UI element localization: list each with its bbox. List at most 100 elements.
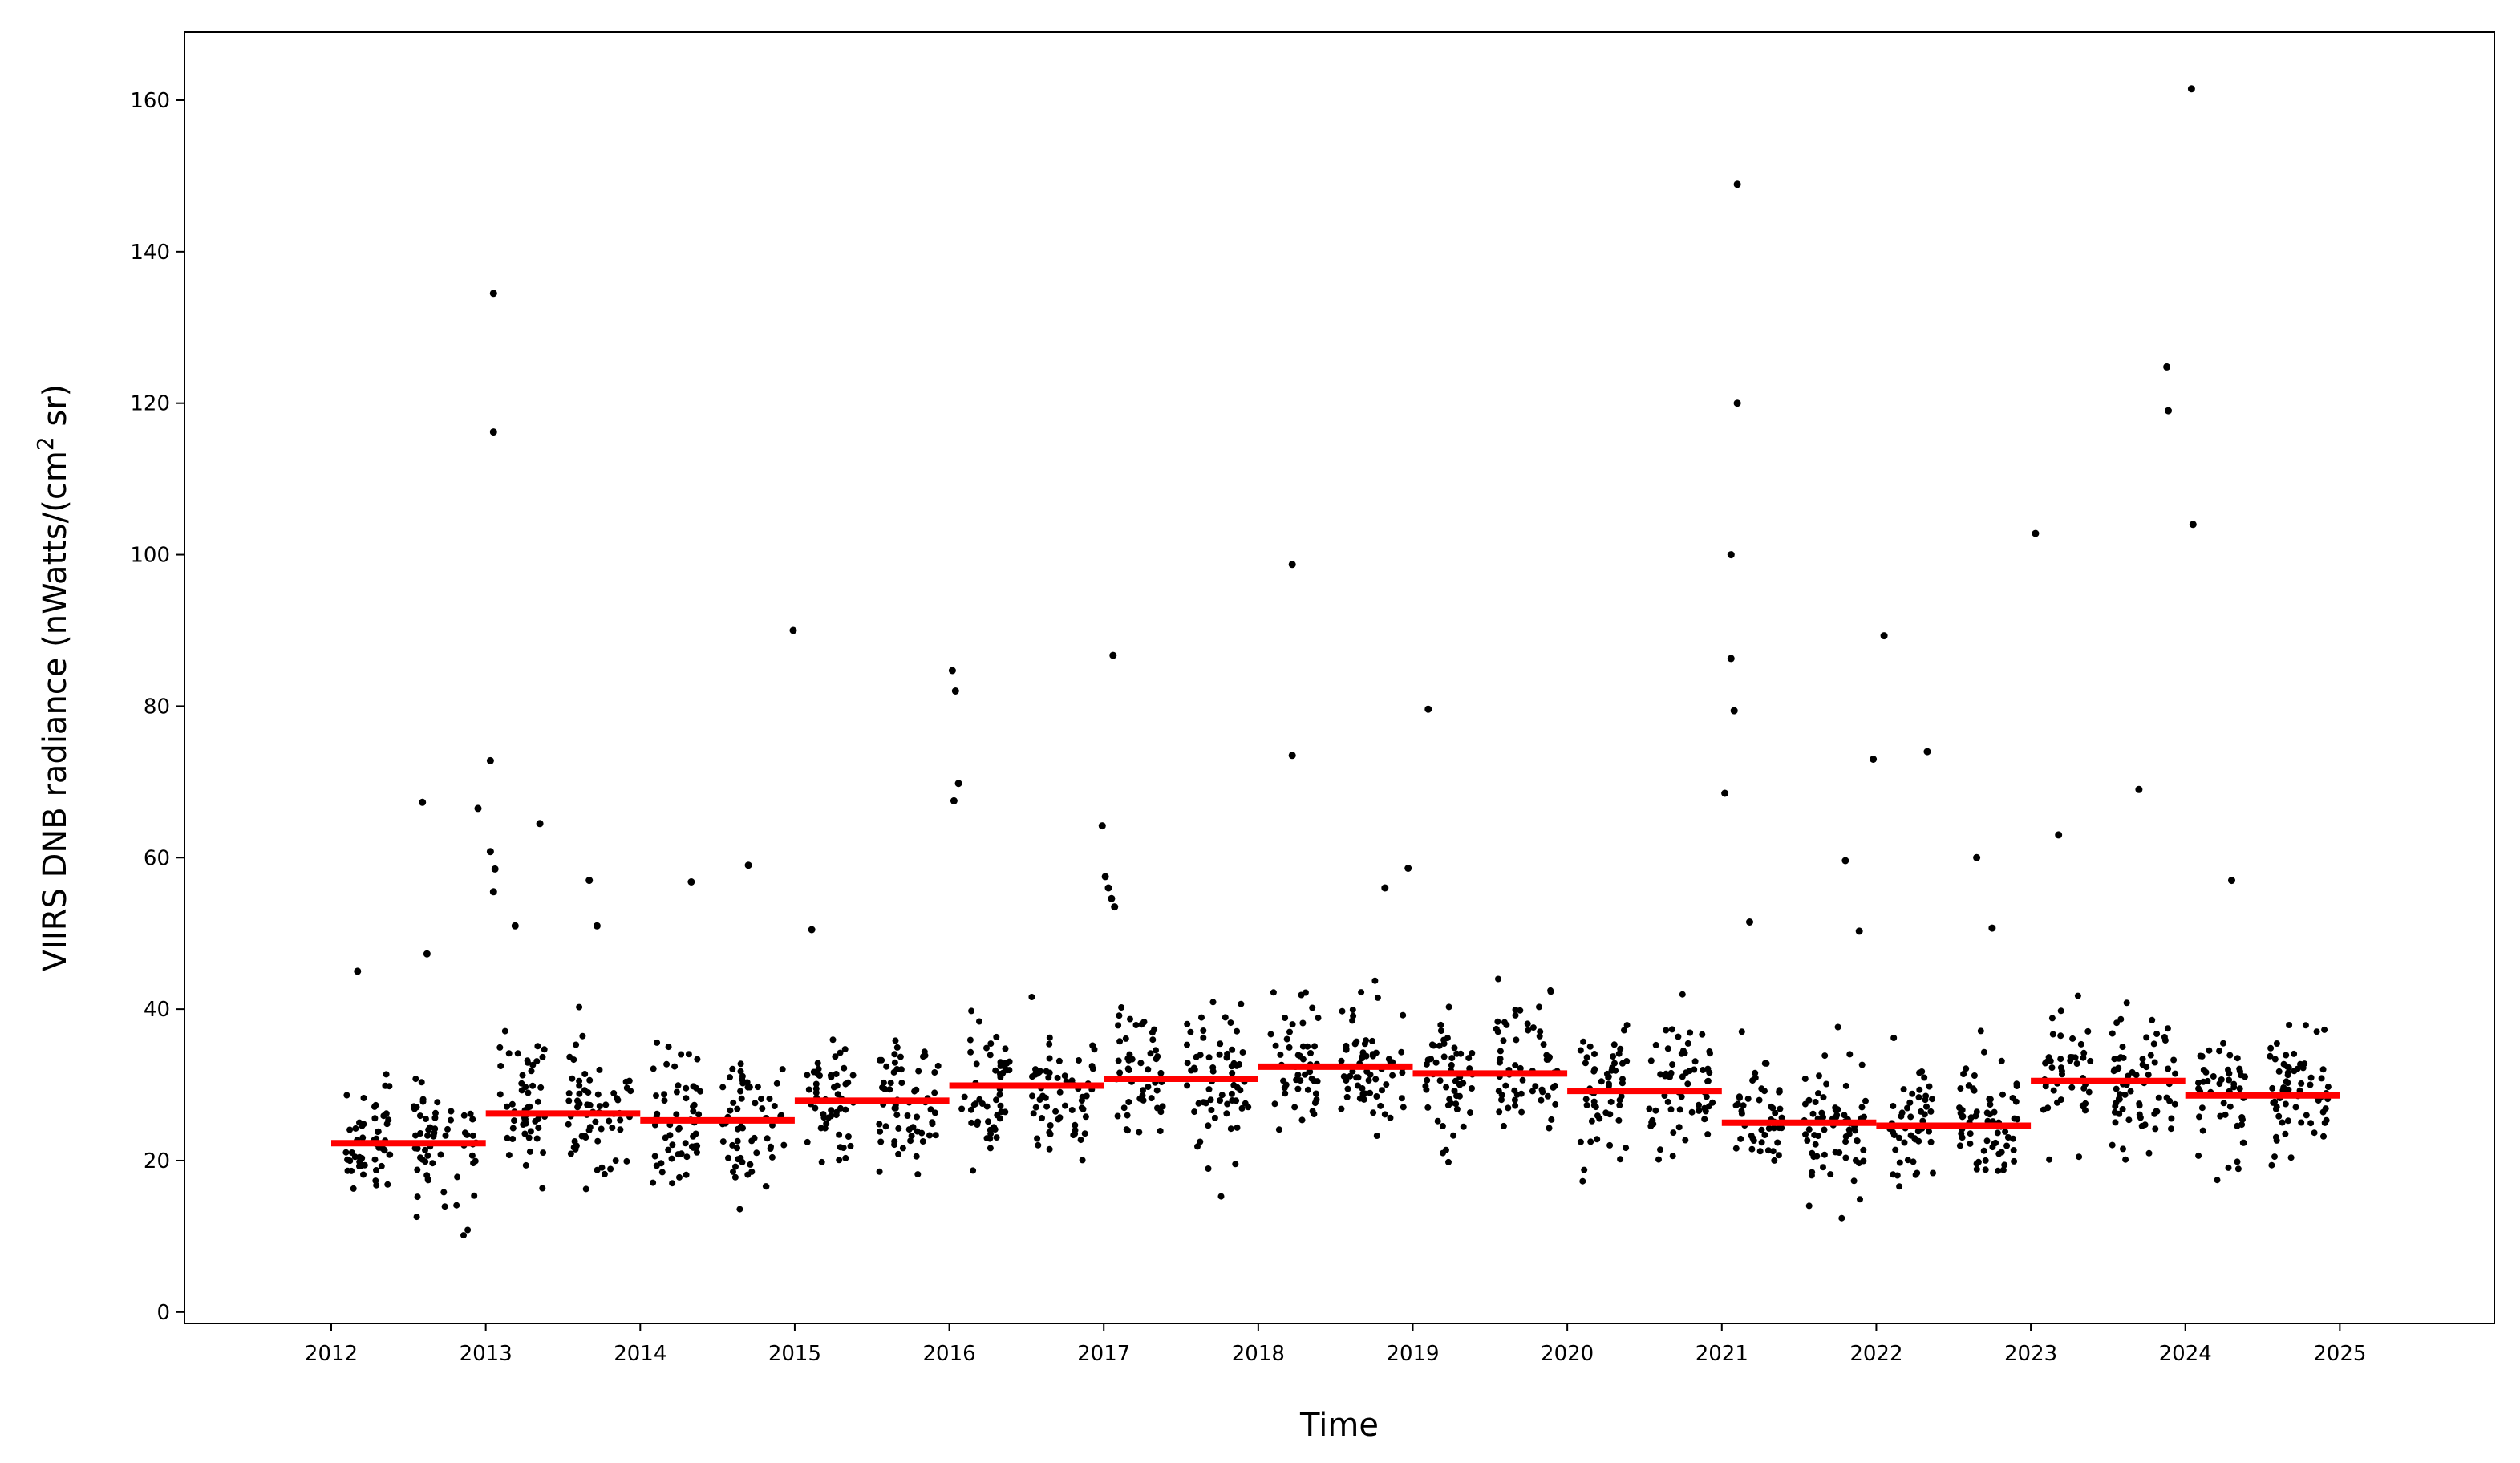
- data-point: [379, 1145, 387, 1153]
- data-point: [371, 1103, 378, 1110]
- data-point: [669, 1141, 676, 1149]
- data-point: [1208, 1107, 1215, 1113]
- data-point: [1304, 1043, 1311, 1050]
- data-point: [607, 1165, 614, 1173]
- data-point: [511, 1117, 517, 1125]
- data-point: [2282, 1130, 2289, 1137]
- data-point: [1812, 1099, 1819, 1105]
- data-point: [2048, 1015, 2056, 1022]
- data-point: [582, 1134, 589, 1141]
- data-point: [1529, 1088, 1536, 1095]
- data-point: [691, 1101, 698, 1108]
- data-point: [1590, 1102, 1598, 1109]
- data-point: [1577, 1047, 1584, 1054]
- data-point: [661, 1091, 668, 1098]
- data-point: [2268, 1161, 2275, 1169]
- data-point: [836, 1131, 843, 1138]
- data-point: [812, 1089, 820, 1096]
- data-point: [1460, 1123, 1467, 1130]
- data-point: [1424, 1104, 1432, 1111]
- data-point: [2129, 1068, 2136, 1076]
- data-point: [2271, 1056, 2279, 1063]
- data-point: [1453, 1106, 1461, 1112]
- data-point: [1805, 1126, 1813, 1133]
- data-point: [1669, 1061, 1676, 1068]
- data-point: [1921, 1074, 1928, 1081]
- data-point: [1536, 1032, 1543, 1040]
- data-point: [592, 1118, 599, 1125]
- data-point: [1452, 1077, 1459, 1084]
- data-point: [2271, 1098, 2279, 1105]
- data-point: [914, 1128, 921, 1135]
- data-point: [1227, 1019, 1234, 1027]
- data-point: [1115, 1022, 1122, 1029]
- data-point: [1761, 1060, 1768, 1067]
- data-point: [576, 1090, 583, 1097]
- data-point: [1910, 1158, 1917, 1165]
- data-point: [753, 1149, 760, 1157]
- data-point: [1764, 1147, 1772, 1154]
- data-point: [931, 1089, 938, 1096]
- data-point: [650, 1065, 657, 1072]
- data-point: [1239, 1049, 1246, 1056]
- data-point: [2280, 1060, 2287, 1068]
- data-point: [1450, 1132, 1457, 1139]
- data-point: [968, 1119, 975, 1126]
- data-point: [1667, 1106, 1675, 1113]
- data-point: [651, 1153, 658, 1160]
- data-point: [1761, 1132, 1768, 1138]
- data-point: [1153, 1087, 1161, 1094]
- data-point: [2161, 1037, 2169, 1044]
- data-point: [1218, 1092, 1226, 1099]
- data-point: [2287, 1154, 2295, 1161]
- data-point: [1202, 1099, 1209, 1106]
- data-point: [1805, 1202, 1813, 1210]
- data-point: [623, 1157, 630, 1165]
- data-point: [2059, 1071, 2065, 1078]
- data-point: [1623, 1145, 1630, 1152]
- data-point: [1029, 1092, 1035, 1100]
- data-point: [1842, 1138, 1849, 1145]
- data-point: [2225, 1066, 2231, 1073]
- data-point: [877, 1128, 884, 1135]
- data-point: [1676, 1106, 1683, 1113]
- data-point: [418, 1079, 425, 1086]
- data-point: [815, 1071, 821, 1078]
- data-point: [2283, 1052, 2290, 1059]
- data-point: [1197, 1138, 1204, 1145]
- data-point: [668, 1155, 675, 1162]
- data-point: [1740, 1102, 1747, 1109]
- data-point: [1546, 1125, 1553, 1132]
- data-point: [1987, 1101, 1994, 1108]
- data-point: [1696, 1107, 1703, 1114]
- data-point: [2072, 1054, 2079, 1061]
- data-point: [2119, 1044, 2126, 1051]
- data-point: [880, 1079, 887, 1086]
- data-point: [2121, 1091, 2129, 1098]
- data-point: [1229, 1097, 1236, 1104]
- data-point: [496, 1044, 504, 1051]
- data-point: [883, 1063, 890, 1070]
- outlier-point: [1109, 651, 1117, 659]
- data-point: [1663, 1027, 1670, 1034]
- x-tick-label: 2012: [305, 1342, 358, 1366]
- data-point: [836, 1157, 843, 1164]
- data-point: [1200, 1027, 1207, 1034]
- data-point: [1956, 1104, 1963, 1112]
- data-point: [1548, 1116, 1555, 1123]
- data-point: [908, 1133, 915, 1140]
- data-point: [1440, 1149, 1446, 1157]
- data-point: [890, 1068, 897, 1076]
- data-point: [2301, 1060, 2308, 1068]
- data-point: [419, 1096, 427, 1103]
- data-point: [1400, 1011, 1407, 1019]
- data-point: [1293, 1076, 1300, 1084]
- data-point: [1436, 1077, 1444, 1084]
- data-point: [1055, 1057, 1063, 1064]
- data-point: [914, 1113, 921, 1121]
- data-point: [1957, 1085, 1964, 1092]
- data-point: [996, 1091, 1003, 1098]
- data-point: [823, 1120, 830, 1127]
- data-point: [1752, 1069, 1759, 1076]
- data-point: [968, 1007, 975, 1015]
